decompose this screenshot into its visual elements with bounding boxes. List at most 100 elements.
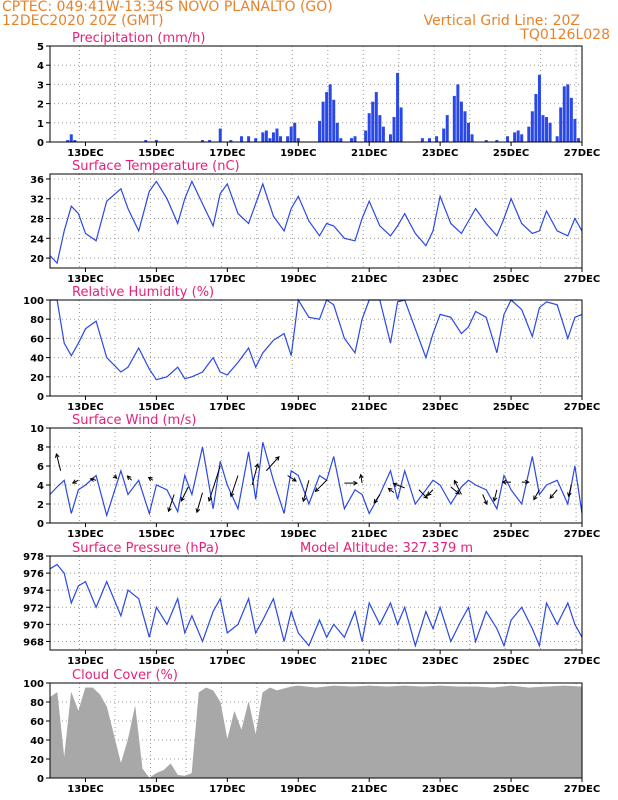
precip-bar — [420, 138, 424, 142]
x-tick-label: 15DEC — [138, 529, 174, 540]
precip-bar — [66, 140, 70, 142]
precip-bar — [442, 128, 446, 142]
wind-arrow — [230, 475, 239, 497]
x-tick-label: 25DEC — [493, 148, 529, 159]
x-tick-label: 27DEC — [564, 274, 600, 285]
wind-arrow — [549, 489, 558, 499]
wind-arrow — [388, 487, 395, 494]
wind-arrow — [568, 484, 572, 497]
precip-bar — [364, 130, 368, 142]
wind-arrow — [302, 480, 310, 502]
precip-bar — [530, 111, 534, 142]
precip-bar — [378, 115, 382, 142]
x-tick-label: 27DEC — [564, 529, 600, 540]
precip-bar — [275, 128, 279, 142]
precip-bar — [516, 130, 520, 142]
y-tick-label: 20 — [30, 755, 44, 766]
y-tick-label: 970 — [23, 620, 44, 631]
precip-bar — [576, 138, 580, 142]
wind-arrow-head — [147, 476, 153, 482]
y-tick-label: 8 — [37, 443, 44, 454]
wind-arrow — [360, 474, 363, 484]
precip-bar — [513, 132, 517, 142]
precip-bar — [435, 136, 439, 142]
precip-bar — [271, 132, 275, 142]
precip-bar — [254, 138, 258, 142]
x-tick-label: 19DEC — [280, 656, 316, 667]
precip-bar — [545, 117, 549, 142]
precip-bar — [541, 115, 545, 142]
pressure-line — [49, 563, 583, 648]
wind-arrow — [450, 486, 460, 495]
precip-bar — [296, 138, 300, 142]
wind-arrow-head — [207, 496, 213, 502]
y-tick-label: 20 — [30, 373, 44, 384]
x-tick-label: 27DEC — [564, 148, 600, 159]
wind-arrow-head — [426, 491, 432, 497]
x-tick-label: 17DEC — [209, 529, 245, 540]
wind-arrow-head — [195, 508, 201, 514]
x-tick-label: 19DEC — [280, 148, 316, 159]
y-tick-label: 60 — [30, 717, 44, 728]
wind-arrow-head — [229, 492, 235, 498]
wind-arrow — [72, 479, 79, 484]
precip-bar — [456, 84, 460, 142]
precip-bar — [144, 140, 148, 142]
precip-bar — [293, 122, 297, 142]
wind-arrow — [373, 494, 381, 504]
wind-arrow — [251, 463, 259, 486]
x-tick-label: 21DEC — [351, 784, 387, 795]
wind-arrow-head — [358, 473, 364, 479]
panel-title: Relative Humidity (%) — [72, 285, 214, 300]
y-tick-label: 100 — [23, 679, 44, 690]
x-tick-label: 25DEC — [493, 784, 529, 795]
wind-arrow — [418, 489, 428, 499]
wind-arrow-head — [533, 495, 538, 501]
precip-bar — [467, 122, 471, 142]
panel-frame — [49, 173, 583, 269]
y-tick-label: 978 — [23, 552, 44, 563]
x-tick-label: 27DEC — [564, 784, 600, 795]
precip-bar — [240, 136, 244, 142]
wind-arrow — [196, 492, 203, 513]
y-tick-label: 0 — [37, 392, 44, 403]
x-tick-label: 15DEC — [138, 656, 174, 667]
wind-arrow-head — [180, 496, 185, 502]
panel-title: Surface Wind (m/s) — [72, 413, 196, 428]
x-tick-label: 17DEC — [209, 784, 245, 795]
y-tick-label: 0 — [37, 138, 44, 149]
y-tick-label: 1 — [37, 119, 44, 130]
x-tick-label: 23DEC — [422, 529, 458, 540]
y-tick-label: 0 — [37, 774, 44, 785]
precip-bar — [325, 92, 329, 142]
precip-bar — [349, 138, 353, 142]
precip-bar — [562, 86, 566, 142]
wind-arrow-head — [387, 487, 393, 493]
x-tick-label: 13DEC — [67, 656, 103, 667]
wind-arrow-head — [301, 497, 307, 503]
panel-precip: 0 1 2 3 4 5 13DEC 15DEC 17DEC 19DEC 21DEC 23DEC 25DE… — [37, 31, 600, 159]
x-tick-label: 21DEC — [351, 148, 387, 159]
wind-arrow-head — [423, 494, 428, 499]
panel-frame — [49, 427, 583, 524]
y-tick-label: 4 — [37, 61, 44, 72]
y-tick-label: 4 — [37, 481, 44, 492]
precip-bar — [247, 136, 251, 142]
panel-title: Cloud Cover (%) — [72, 668, 178, 683]
wind-arrow-head — [455, 489, 460, 495]
precip-bar — [534, 94, 538, 142]
y-tick-label: 20 — [30, 254, 44, 265]
precip-bar — [537, 74, 541, 142]
x-tick-label: 25DEC — [493, 274, 529, 285]
x-tick-label: 25DEC — [493, 656, 529, 667]
wind-arrow-head — [112, 474, 118, 480]
y-tick-label: 972 — [23, 603, 44, 614]
wind-arrow-head — [314, 487, 320, 493]
wind-arrow — [482, 494, 488, 505]
precip-bar — [396, 72, 400, 142]
precip-bar — [484, 140, 488, 142]
x-tick-label: 19DEC — [280, 784, 316, 795]
wind-arrow-head — [567, 492, 572, 498]
precip-bar — [261, 132, 265, 142]
y-tick-label: 100 — [23, 296, 44, 307]
